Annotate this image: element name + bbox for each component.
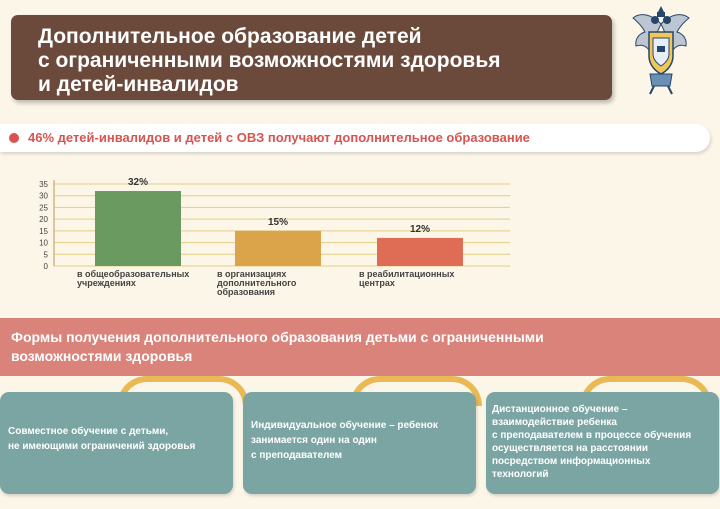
stat-highlight: 46% детей-инвалидов и детей с ОВЗ получа… [0,124,710,152]
bullet-dot-icon [9,133,19,143]
x-tick-label: в организациях [217,269,286,279]
y-tick-label: 20 [39,215,48,224]
bar [377,237,463,266]
y-tick-label: 25 [39,203,48,212]
forms-heading-line-1: Формы получения дополнительного образова… [11,329,544,345]
x-tick-label: образования [217,287,275,297]
card-line: не имеющими ограничений здоровья [8,441,196,452]
bar [235,230,321,266]
x-tick-label: дополнительного [217,278,297,288]
card-line: взаимодействие ребенка [492,417,617,428]
y-tick-label: 5 [44,250,49,259]
x-tick-label: центрах [359,278,395,288]
card-line: с преподавателем [251,450,343,461]
form-card-individual: Индивидуальное обучение – ребенок занима… [243,392,476,494]
bar-value-label: 15% [268,217,288,228]
bar [95,191,181,266]
form-card-distance: Дистанционное обучение – взаимодействие … [486,392,719,494]
card-line: занимается один на один [251,435,377,446]
bar-value-label: 32% [128,177,148,188]
card-line: Дистанционное обучение – [492,404,628,415]
forms-banner: Формы получения дополнительного образова… [0,318,720,376]
card-line: посредством информационных [492,456,651,467]
double-headed-eagle-emblem-icon [632,6,690,95]
card-line: технологий [492,469,549,480]
title-banner: Дополнительное образование детей с огран… [11,15,612,100]
x-tick-label: в общеобразовательных [77,269,189,279]
x-tick-label: учреждениях [77,278,136,288]
title-line-2: с ограниченными возможностями здоровья [38,49,501,72]
card-line: Совместное обучение с детьми, [8,426,169,437]
y-tick-label: 0 [44,262,49,271]
bar-chart: 0 5 10 15 20 25 30 35 32% в общеобразовательныхуч… [39,177,510,297]
bar-value-label: 12% [410,224,430,235]
card-line: с преподавателем в процессе обучения [492,430,692,441]
y-tick-label: 15 [39,227,48,236]
card-line: Индивидуальное обучение – ребенок [251,420,438,431]
card-line: осуществляется на расстоянии [492,443,649,454]
title-line-1: Дополнительное образование детей [38,25,422,48]
x-tick-label: в реабилитационных [359,269,454,279]
form-card-joint: Совместное обучение с детьми, не имеющим… [0,392,233,494]
y-tick-label: 35 [39,180,48,189]
stat-text: 46% детей-инвалидов и детей с ОВЗ получа… [28,130,530,145]
y-tick-label: 10 [39,239,48,248]
y-tick-label: 30 [39,192,48,201]
forms-heading-line-2: возможностями здоровья [11,348,193,364]
title-line-3: и детей-инвалидов [38,73,239,96]
